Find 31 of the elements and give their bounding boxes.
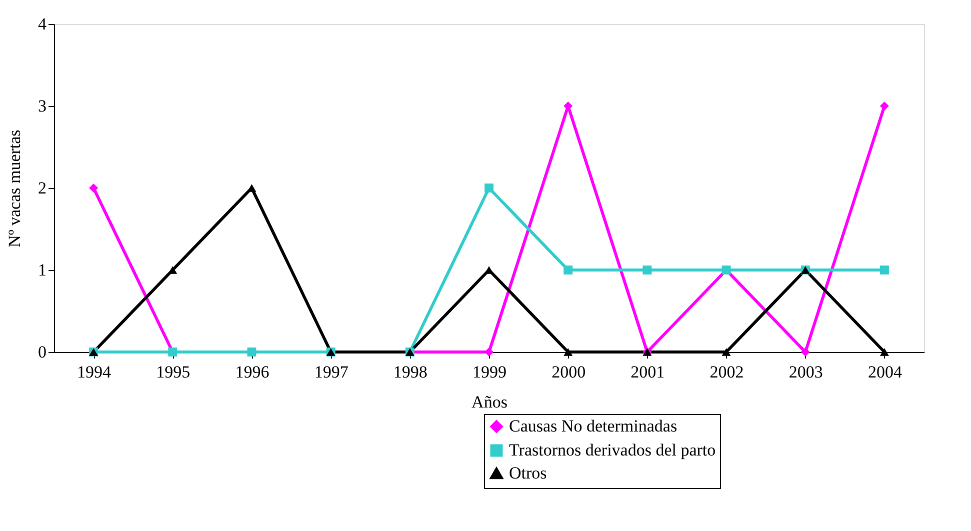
y-tick-label: 3 <box>38 96 46 116</box>
y-tick-label: 2 <box>38 178 46 198</box>
legend-label: Causas No determinadas <box>509 416 678 436</box>
x-tick-label: 2003 <box>788 362 823 382</box>
x-tick-label: 1996 <box>235 362 270 382</box>
y-tick-label: 4 <box>38 14 47 34</box>
x-tick-label: 2001 <box>630 362 665 382</box>
point <box>880 102 889 110</box>
y-tick-label: 1 <box>38 260 46 280</box>
y-tick-label: 0 <box>38 342 46 362</box>
point <box>880 348 889 356</box>
x-tick-label: 1997 <box>314 362 349 382</box>
y-axis-title: Nº vacas muertas <box>5 130 24 248</box>
x-axis-title: Años <box>472 392 508 412</box>
x-tick-label: 2002 <box>710 362 744 382</box>
point <box>880 266 889 274</box>
x-tick-label: 1999 <box>472 362 506 382</box>
point <box>564 266 573 274</box>
legend-label: Trastornos derivados del parto <box>509 440 716 460</box>
point <box>800 348 810 356</box>
x-tick-label: 1995 <box>156 362 190 382</box>
x-tick-label: 2004 <box>868 362 902 382</box>
point <box>89 184 98 192</box>
point <box>484 184 494 192</box>
point <box>642 266 652 274</box>
legend-label: Otros <box>509 464 547 482</box>
x-tick-label: 1998 <box>393 362 428 382</box>
x-tick-label: 1994 <box>77 362 112 382</box>
point <box>722 348 731 356</box>
x-tick-label: 2000 <box>552 362 586 382</box>
point <box>564 348 573 356</box>
